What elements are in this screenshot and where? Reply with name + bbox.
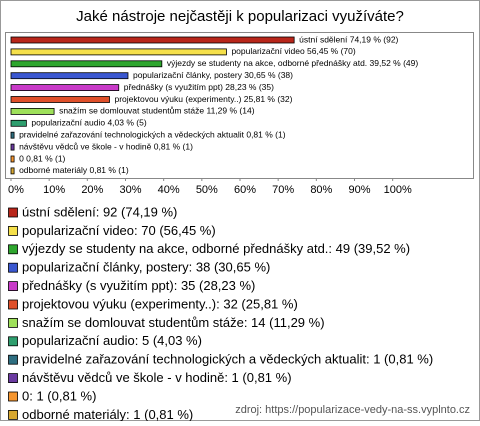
legend-label: odborné materiály: 1 (0,81 %) (22, 407, 193, 421)
legend-swatch (8, 354, 18, 365)
bar (10, 60, 163, 68)
x-tick-label: 60% (234, 184, 256, 196)
bar (10, 108, 55, 115)
legend-swatch (8, 373, 18, 384)
legend-swatch (8, 281, 18, 292)
data-label: přednášky (s využitím ppt) 28,23 % (35) (124, 82, 274, 92)
x-tick-label: 50% (196, 184, 218, 196)
legend-swatch (8, 225, 18, 236)
x-tick-label: 100% (384, 184, 412, 196)
legend-label: pravidelné zařazování technologických a … (22, 352, 433, 367)
x-tick-label: 80% (310, 184, 332, 196)
bar (10, 143, 15, 151)
bar (10, 72, 129, 80)
legend-swatch (8, 336, 18, 347)
legend-swatch (8, 409, 18, 420)
x-tick-label: 0% (8, 184, 24, 196)
bar (10, 155, 15, 163)
data-label: snažím se domlouvat studentům stáže 11,2… (59, 106, 255, 116)
legend-label: snažím se domlouvat studentům stáže: 14 … (22, 315, 325, 330)
plot-area (5, 32, 474, 179)
legend-label: 0: 1 (0,81 %) (22, 388, 96, 403)
data-label: popularizační audio 4,03 % (5) (31, 118, 146, 128)
legend-label: popularizační články, postery: 38 (30,65… (22, 260, 270, 275)
bar (10, 119, 27, 127)
bar (10, 131, 15, 139)
legend-label: popularizační video: 70 (56,45 %) (22, 223, 216, 238)
bar (10, 36, 295, 44)
legend-swatch (8, 244, 18, 255)
x-tick-label: 30% (119, 184, 141, 196)
bar (10, 96, 110, 103)
bar (10, 167, 15, 175)
legend-label: popularizační audio: 5 (4,03 %) (22, 333, 202, 348)
data-label: pravidelné zařazování technologických a … (19, 129, 286, 139)
legend-swatch (8, 317, 18, 328)
legend-swatch (8, 207, 18, 218)
x-tick-label: 40% (158, 184, 180, 196)
legend-label: ústní sdělení: 92 (74,19 %) (22, 204, 177, 219)
data-label: popularizační video 56,45 % (70) (231, 46, 355, 56)
x-tick-label: 10% (43, 184, 65, 196)
x-tick-label: 20% (81, 184, 103, 196)
data-label: 0 0,81 % (1) (19, 153, 65, 163)
legend-label: návštěvu vědců ve škole - v hodině: 1 (0… (22, 370, 292, 385)
chart-title: Jaké nástroje nejčastěji k popularizaci … (76, 8, 404, 25)
bar (10, 48, 227, 56)
legend-swatch (8, 262, 18, 273)
data-label: odborné materiály 0,81 % (1) (19, 165, 129, 175)
data-label: projektovou výuku (experimenty..) 25,81 … (115, 94, 293, 104)
data-label: popularizační články, postery 30,65 % (3… (133, 70, 293, 80)
legend-swatch (8, 299, 18, 310)
bar (10, 84, 120, 91)
legend-swatch (8, 391, 18, 402)
data-label: výjezdy se studenty na akce, odborné pře… (167, 58, 419, 68)
x-tick-label: 90% (348, 184, 370, 196)
data-label: návštěvu vědců ve škole - v hodině 0,81 … (19, 141, 193, 151)
source: zdroj: https://popularizace-vedy-na-ss.v… (235, 404, 470, 416)
data-label: ústní sdělení 74,19 % (92) (299, 34, 398, 44)
legend-label: projektovou výuku (experimenty..): 32 (2… (22, 296, 298, 311)
legend-label: výjezdy se studenty na akce, odborné pře… (22, 241, 410, 256)
legend-label: přednášky (s využitím ppt): 35 (28,23 %) (22, 278, 255, 293)
x-tick-label: 70% (272, 184, 294, 196)
